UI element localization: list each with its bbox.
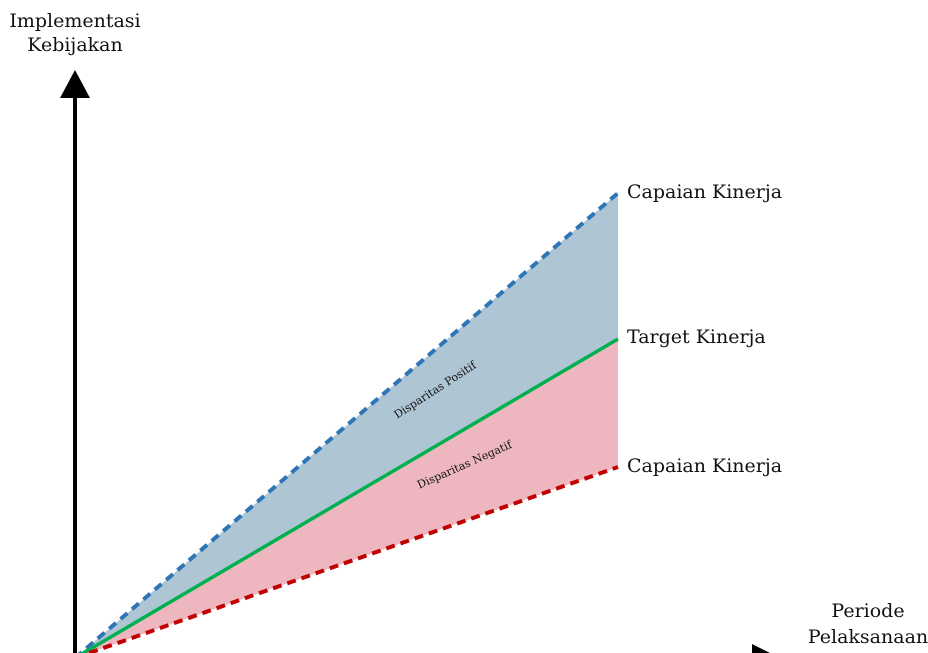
- x-axis-arrowhead: [752, 644, 770, 653]
- lower-achievement-line: [83, 465, 619, 653]
- x-axis-label-line2: Pelaksanaan: [808, 626, 928, 648]
- target-label: Target Kinerja: [627, 326, 766, 348]
- upper-achievement-label: Capaian Kinerja: [627, 181, 782, 203]
- target-line: [80, 337, 619, 653]
- y-axis-label-line1: Implementasi: [9, 10, 140, 32]
- y-axis-label-line2: Kebijakan: [27, 34, 122, 56]
- x-axis-label-line1: Periode: [831, 600, 904, 622]
- lower-achievement-label: Capaian Kinerja: [627, 455, 782, 477]
- y-axis-arrowhead: [60, 70, 90, 98]
